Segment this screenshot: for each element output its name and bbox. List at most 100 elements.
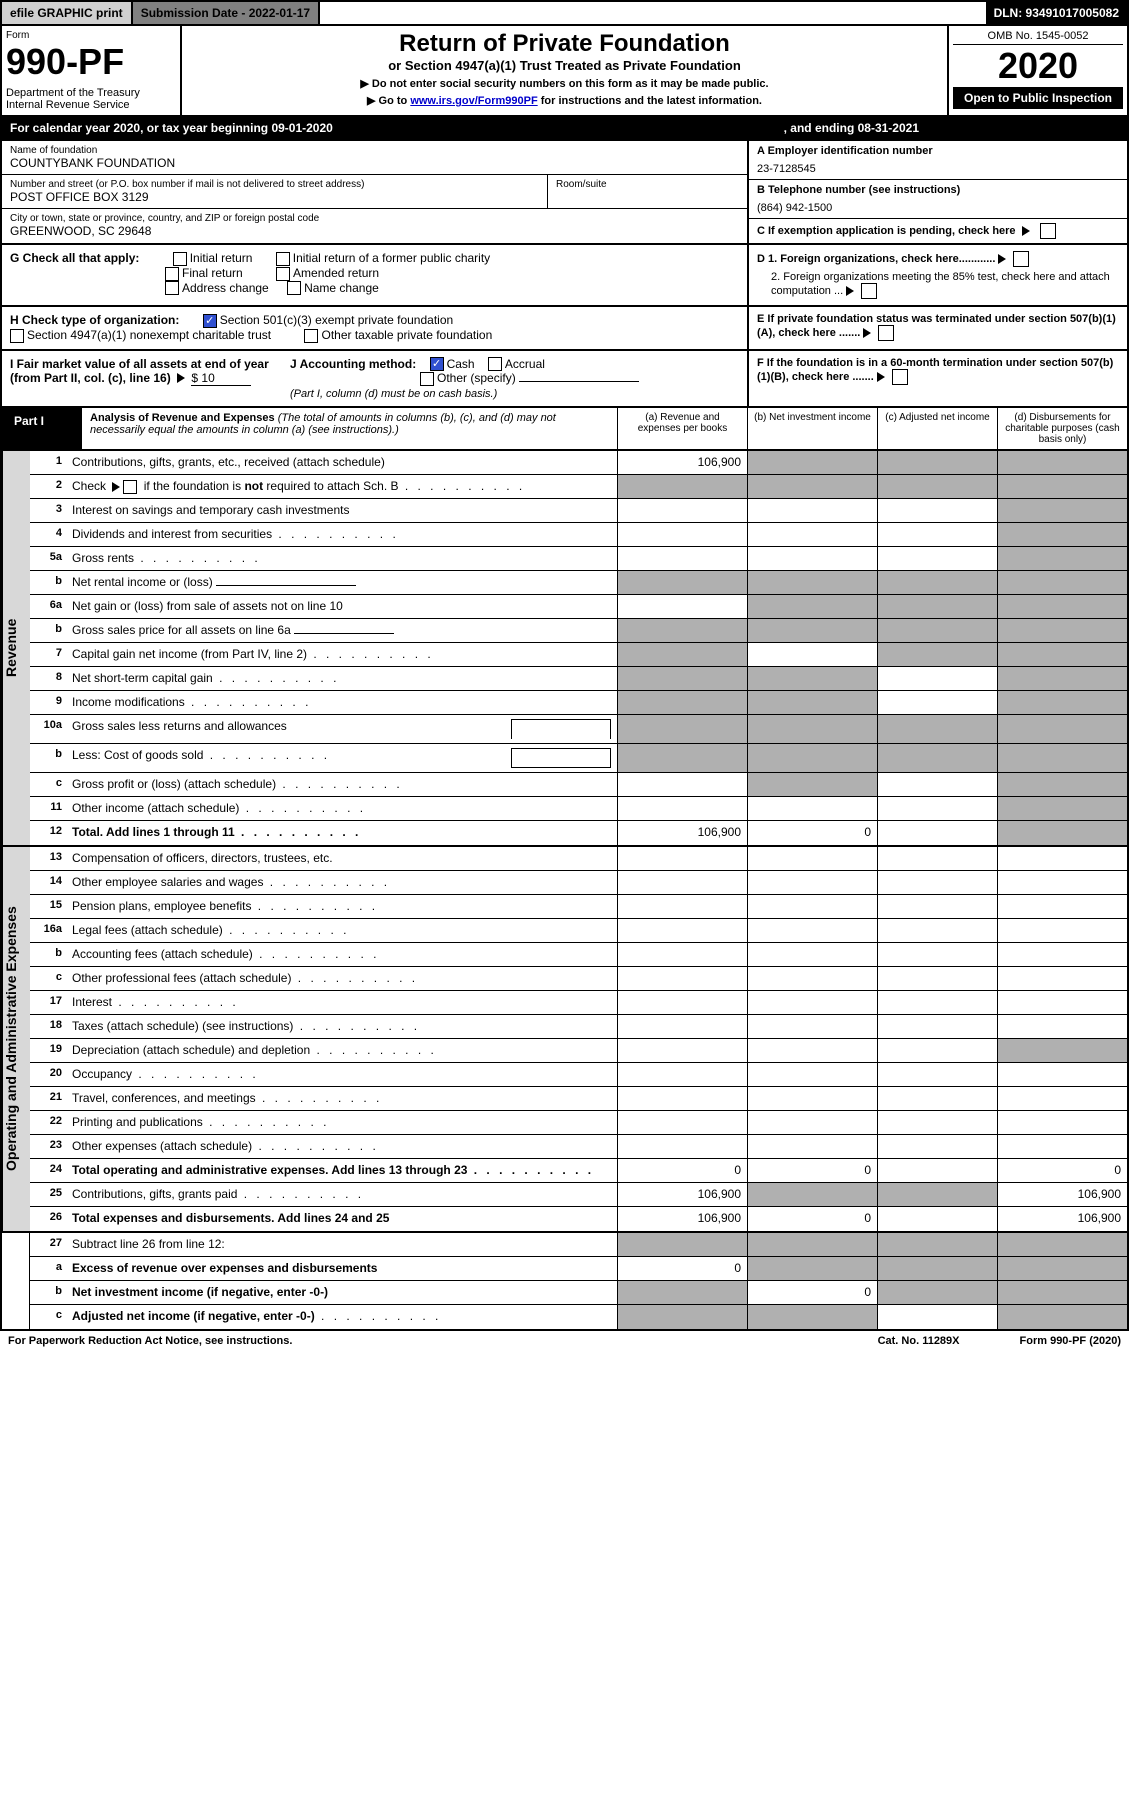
chk-name-change[interactable] bbox=[287, 281, 301, 295]
row-num: a bbox=[30, 1257, 66, 1280]
cell-c bbox=[877, 523, 997, 546]
cell-b bbox=[747, 1111, 877, 1134]
calendar-year-row: For calendar year 2020, or tax year begi… bbox=[0, 117, 1129, 141]
checkbox-d2[interactable] bbox=[861, 283, 877, 299]
cell-b: 0 bbox=[747, 1159, 877, 1182]
city-cell: City or town, state or province, country… bbox=[2, 209, 747, 242]
addr-label: Number and street (or P.O. box number if… bbox=[10, 179, 539, 190]
row-desc: Capital gain net income (from Part IV, l… bbox=[66, 643, 617, 666]
row-num: 15 bbox=[30, 895, 66, 918]
chk-initial-former[interactable] bbox=[276, 252, 290, 266]
row-desc: Printing and publications bbox=[66, 1111, 617, 1134]
instr-link[interactable]: www.irs.gov/Form990PF bbox=[410, 95, 537, 107]
cell-c bbox=[877, 619, 997, 642]
cell-b bbox=[747, 871, 877, 894]
cell-c bbox=[877, 499, 997, 522]
checkbox-f[interactable] bbox=[892, 369, 908, 385]
arrow-icon bbox=[998, 254, 1006, 264]
cell-b: 0 bbox=[747, 1207, 877, 1231]
cell-a bbox=[617, 1111, 747, 1134]
chk-4947[interactable] bbox=[10, 329, 24, 343]
tax-year: 2020 bbox=[953, 45, 1123, 87]
chk-other-method[interactable] bbox=[420, 372, 434, 386]
header-right: OMB No. 1545-0052 2020 Open to Public In… bbox=[947, 26, 1127, 115]
cell-a bbox=[617, 895, 747, 918]
row-num: c bbox=[30, 1305, 66, 1329]
checkbox-d1[interactable] bbox=[1013, 251, 1029, 267]
section-h: H Check type of organization: Section 50… bbox=[2, 307, 747, 349]
row-14: 14Other employee salaries and wages bbox=[30, 871, 1127, 895]
cell-c bbox=[877, 773, 997, 796]
chk-sch-b[interactable] bbox=[123, 480, 137, 494]
cell-d bbox=[997, 619, 1127, 642]
cell-c bbox=[877, 895, 997, 918]
cell-d bbox=[997, 547, 1127, 570]
g-label: G Check all that apply: bbox=[10, 251, 139, 265]
row-18: 18Taxes (attach schedule) (see instructi… bbox=[30, 1015, 1127, 1039]
room-cell: Room/suite bbox=[547, 175, 747, 208]
cell-c bbox=[877, 1233, 997, 1256]
row-num: 3 bbox=[30, 499, 66, 522]
chk-501c3[interactable] bbox=[203, 314, 217, 328]
chk-other-taxable[interactable] bbox=[304, 329, 318, 343]
row-num: 12 bbox=[30, 821, 66, 845]
cell-a bbox=[617, 715, 747, 743]
instr-1: ▶ Do not enter social security numbers o… bbox=[186, 77, 943, 90]
cell-d bbox=[997, 871, 1127, 894]
row-desc: Taxes (attach schedule) (see instruction… bbox=[66, 1015, 617, 1038]
cell-a bbox=[617, 619, 747, 642]
cell-c bbox=[877, 847, 997, 870]
arrow-icon bbox=[877, 372, 885, 382]
cell-a: 106,900 bbox=[617, 1207, 747, 1231]
row-9: 9Income modifications bbox=[30, 691, 1127, 715]
cell-c bbox=[877, 1183, 997, 1206]
cell-b bbox=[747, 595, 877, 618]
cell-d bbox=[997, 1039, 1127, 1062]
row-num: 4 bbox=[30, 523, 66, 546]
chk-initial[interactable] bbox=[173, 252, 187, 266]
cell-d bbox=[997, 523, 1127, 546]
cell-a: 106,900 bbox=[617, 821, 747, 845]
cell-d bbox=[997, 1135, 1127, 1158]
cell-d bbox=[997, 595, 1127, 618]
chk-amended[interactable] bbox=[276, 267, 290, 281]
section-g-d: G Check all that apply: Initial return I… bbox=[0, 245, 1129, 307]
cell-d bbox=[997, 1111, 1127, 1134]
row-num: 18 bbox=[30, 1015, 66, 1038]
other-specify[interactable] bbox=[519, 381, 639, 382]
r2-pre: Check bbox=[72, 479, 109, 493]
row-desc: Depreciation (attach schedule) and deple… bbox=[66, 1039, 617, 1062]
cell-c bbox=[877, 1207, 997, 1231]
row-16b: bAccounting fees (attach schedule) bbox=[30, 943, 1127, 967]
cell-b bbox=[747, 691, 877, 714]
cell-a bbox=[617, 571, 747, 594]
h-501c3: Section 501(c)(3) exempt private foundat… bbox=[220, 313, 453, 327]
cell-d bbox=[997, 499, 1127, 522]
cell-b bbox=[747, 1015, 877, 1038]
chk-addr-change[interactable] bbox=[165, 281, 179, 295]
cell-b bbox=[747, 571, 877, 594]
summary-rows: 27Subtract line 26 from line 12: aExcess… bbox=[30, 1233, 1127, 1329]
g-addr-change: Address change bbox=[182, 281, 269, 295]
chk-final[interactable] bbox=[165, 267, 179, 281]
row-20: 20Occupancy bbox=[30, 1063, 1127, 1087]
cell-d bbox=[997, 1233, 1127, 1256]
efile-label[interactable]: efile GRAPHIC print bbox=[2, 2, 133, 24]
chk-accrual[interactable] bbox=[488, 357, 502, 371]
row-num: c bbox=[30, 773, 66, 796]
row-num: 27 bbox=[30, 1233, 66, 1256]
checkbox-e[interactable] bbox=[878, 325, 894, 341]
instr-2-post: for instructions and the latest informat… bbox=[538, 95, 762, 107]
cell-b bbox=[747, 475, 877, 498]
row-num: 11 bbox=[30, 797, 66, 820]
row-desc: Occupancy bbox=[66, 1063, 617, 1086]
cell-b bbox=[747, 499, 877, 522]
revenue-side-label: Revenue bbox=[2, 451, 30, 845]
cell-c bbox=[877, 595, 997, 618]
row-num: 5a bbox=[30, 547, 66, 570]
checkbox-c[interactable] bbox=[1040, 223, 1056, 239]
chk-cash[interactable] bbox=[430, 357, 444, 371]
g-final: Final return bbox=[182, 266, 243, 280]
row-10c: cGross profit or (loss) (attach schedule… bbox=[30, 773, 1127, 797]
row-num: b bbox=[30, 571, 66, 594]
